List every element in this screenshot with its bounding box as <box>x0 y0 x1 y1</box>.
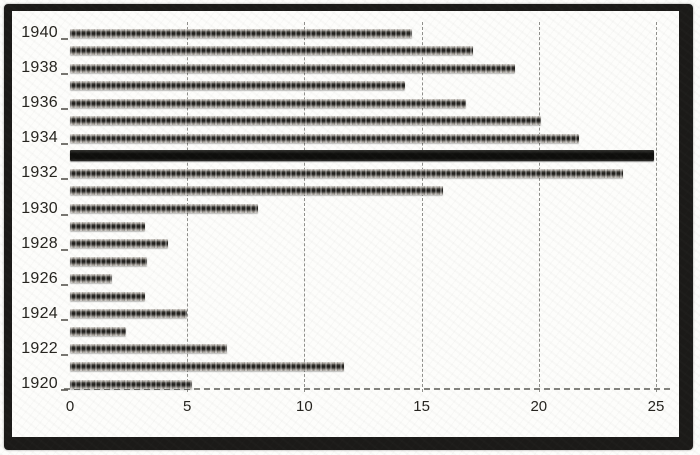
y-axis-label-1920: 1920 <box>21 375 58 392</box>
bar-1929 <box>70 221 145 231</box>
x-axis-label-15: 15 <box>413 398 430 415</box>
bar-1928 <box>70 239 169 249</box>
bar-1922 <box>70 344 228 354</box>
y-axis-label-1940: 1940 <box>21 24 58 41</box>
y-axis-tick-1922 <box>61 353 68 356</box>
x-axis-label-5: 5 <box>183 398 192 415</box>
y-axis-tick-1938 <box>61 73 68 76</box>
bar-1930 <box>70 204 258 213</box>
bar-1936 <box>70 98 467 108</box>
x-axis-baseline <box>64 388 670 390</box>
bar-1937 <box>70 81 406 91</box>
bar-1935 <box>70 116 542 126</box>
x-axis-label-10: 10 <box>296 398 313 415</box>
bar-1926 <box>70 274 113 284</box>
y-axis-label-1926: 1926 <box>21 269 58 287</box>
bar-1927 <box>70 256 148 266</box>
y-axis-tick-1936 <box>61 108 68 111</box>
x-axis-label-0: 0 <box>65 398 75 415</box>
y-axis-label-1934: 1934 <box>21 129 58 147</box>
bar-1938 <box>70 63 516 73</box>
y-axis-tick-1928 <box>61 248 68 251</box>
bar-1933 <box>70 150 654 162</box>
y-axis-label-1938: 1938 <box>21 59 58 77</box>
bar-1920 <box>70 379 192 389</box>
bar-1924 <box>70 309 188 319</box>
y-axis-tick-1934 <box>61 143 68 146</box>
bar-1921 <box>70 361 345 371</box>
bar-1934 <box>70 133 579 143</box>
chart-border-frame <box>4 4 693 450</box>
x-axis-label-25: 25 <box>647 398 665 415</box>
gridline-10 <box>304 22 306 392</box>
y-axis-label-1924: 1924 <box>21 304 58 322</box>
y-axis-tick-1924 <box>61 318 68 321</box>
bar-1931 <box>70 186 443 196</box>
y-axis-label-1930: 1930 <box>21 199 58 217</box>
bar-1925 <box>70 291 145 301</box>
y-axis-tick-1920 <box>61 389 68 391</box>
bar-1939 <box>70 46 474 56</box>
y-axis-tick-1926 <box>61 283 68 286</box>
y-axis-label-1936: 1936 <box>21 94 58 112</box>
gridline-20 <box>538 22 540 392</box>
bar-1940 <box>70 28 413 38</box>
y-axis-label-1932: 1932 <box>21 164 58 182</box>
bar-1932 <box>70 168 624 178</box>
x-axis-label-20: 20 <box>530 398 548 415</box>
y-axis-tick-1930 <box>61 213 68 216</box>
gridline-15 <box>421 22 423 392</box>
y-axis-tick-1940 <box>61 38 68 40</box>
bar-1923 <box>70 326 127 336</box>
y-axis-label-1928: 1928 <box>21 234 58 252</box>
y-axis-tick-1932 <box>61 178 68 181</box>
y-axis-label-1922: 1922 <box>21 339 58 357</box>
gridline-25 <box>656 22 657 392</box>
